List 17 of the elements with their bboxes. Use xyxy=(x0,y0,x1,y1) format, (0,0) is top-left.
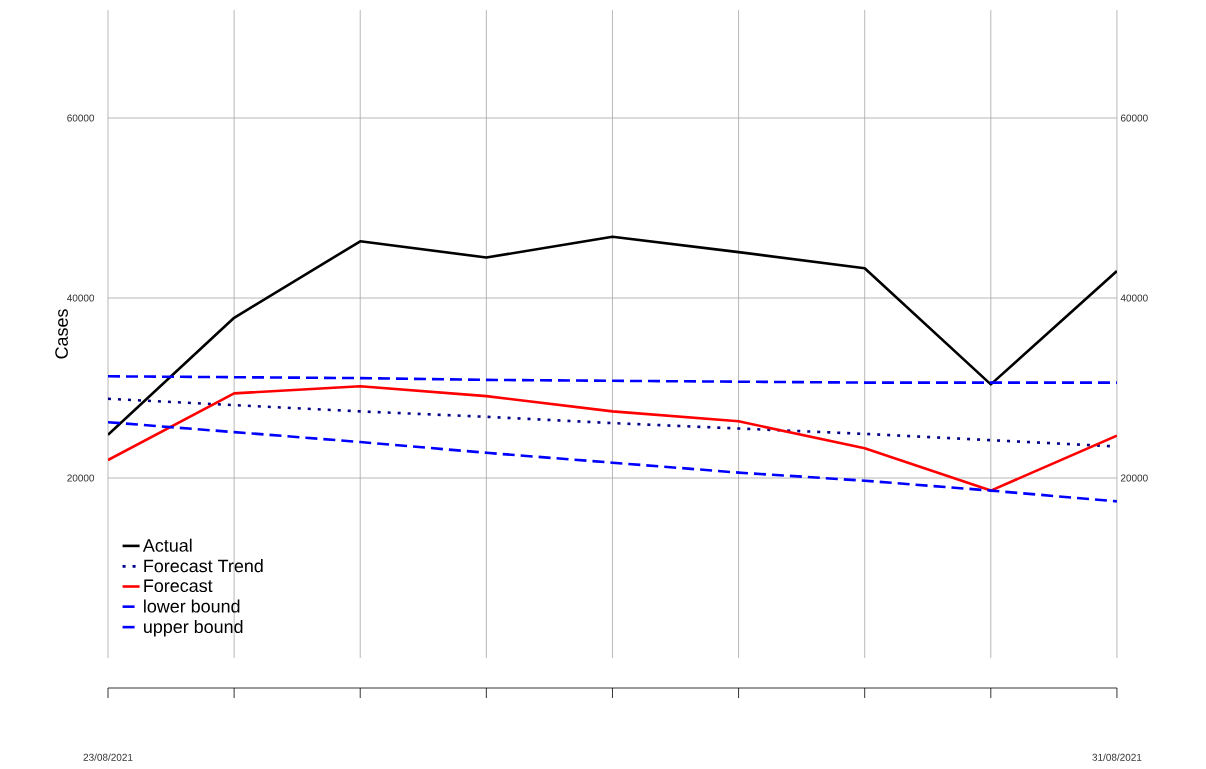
x-tick-label: 23/08/2021 xyxy=(83,753,133,761)
x-tick-label: 31/08/2021 xyxy=(1092,753,1142,761)
line-series xyxy=(108,384,1117,492)
y-tick-label: 40000 xyxy=(67,294,95,302)
line-series xyxy=(108,235,1117,437)
y-tick-label: 20000 xyxy=(67,474,95,482)
y2-tick-label: 60000 xyxy=(1120,114,1148,122)
legend-label: lower bound xyxy=(144,599,240,613)
y-tick-label: 60000 xyxy=(67,114,95,122)
y2-tick-label: 40000 xyxy=(1120,294,1148,302)
y-axis-title: Cases xyxy=(55,309,68,359)
y2-tick-label: 20000 xyxy=(1120,474,1148,482)
legend-label: Forecast xyxy=(144,579,213,593)
legend-label: Forecast Trend xyxy=(144,559,263,573)
line-series xyxy=(108,420,1117,503)
legend-label: Actual xyxy=(142,538,192,552)
legend-label: upper bound xyxy=(144,619,243,637)
